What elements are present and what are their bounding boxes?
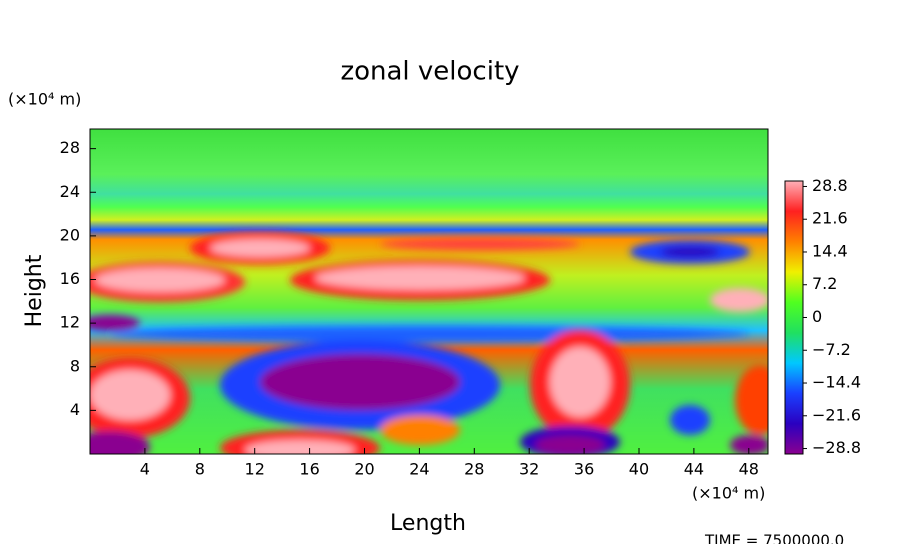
x-tick-label: 36: [574, 460, 594, 479]
chart-title: zonal velocity: [340, 57, 519, 87]
x-tick-label: 32: [519, 460, 539, 479]
colorbar-tick-label: −21.6: [812, 405, 861, 424]
x-tick-label: 48: [739, 460, 759, 479]
time-label: TIME = 7500000.0: [704, 532, 844, 544]
colorbar-tick-label: 28.8: [812, 176, 848, 195]
colorbar-tick-label: 14.4: [812, 241, 848, 260]
y-tick-label: 8: [70, 356, 80, 375]
x-tick-label: 12: [245, 460, 265, 479]
x-tick-label: 24: [409, 460, 429, 479]
x-tick-label: 40: [629, 460, 649, 479]
x-unit: (×10⁴ m): [692, 484, 765, 503]
field: [90, 129, 768, 454]
colorbar-tick-label: 7.2: [812, 274, 837, 293]
x-tick-label: 20: [354, 460, 374, 479]
y-tick-label: 24: [60, 182, 80, 201]
y-axis-label: Height: [22, 254, 47, 327]
x-axis-label: Length: [390, 511, 466, 536]
x-tick-label: 8: [195, 460, 205, 479]
plot-frame: [89, 128, 769, 455]
y-tick-label: 20: [60, 225, 80, 244]
colorbar: [784, 180, 804, 455]
x-tick-label: 44: [684, 460, 704, 479]
colorbar-tick-label: −28.8: [812, 438, 861, 457]
y-tick-label: 28: [60, 138, 80, 157]
y-tick-label: 4: [70, 400, 80, 419]
y-tick-label: 16: [60, 269, 80, 288]
colorbar-tick-label: −14.4: [812, 373, 861, 392]
colorbar-tick-label: 0: [812, 307, 822, 326]
colorbar-tick-label: −7.2: [812, 340, 851, 359]
y-tick-label: 12: [60, 313, 80, 332]
y-unit: (×10⁴ m): [8, 90, 81, 109]
x-tick-label: 16: [299, 460, 319, 479]
colorbar-tick-label: 21.6: [812, 209, 848, 228]
x-tick-label: 4: [140, 460, 150, 479]
x-tick-label: 28: [464, 460, 484, 479]
